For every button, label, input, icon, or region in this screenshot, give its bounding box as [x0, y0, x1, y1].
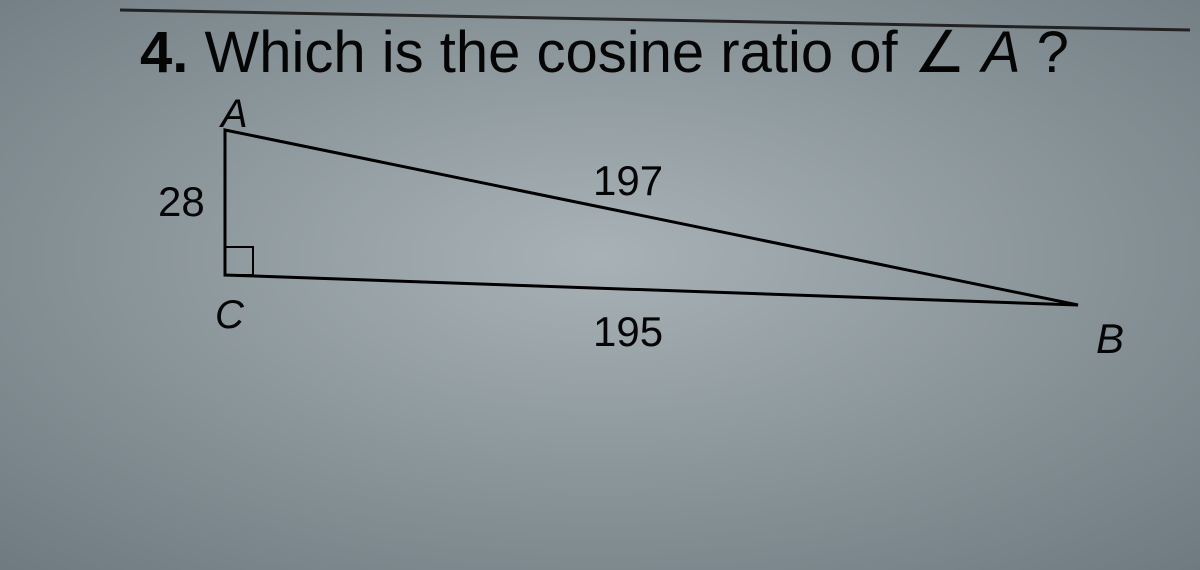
- angle-symbol: ∠: [914, 20, 966, 85]
- question-text: 4. Which is the cosine ratio of ∠ A ?: [140, 18, 1069, 86]
- vertex-label-b: B: [1096, 315, 1124, 363]
- angle-letter: A: [982, 20, 1021, 85]
- side-label-ac: 28: [158, 178, 205, 226]
- side-label-cb: 195: [593, 308, 663, 356]
- vertex-label-a: A: [221, 92, 248, 137]
- question-prefix: Which is the cosine ratio of: [205, 20, 914, 85]
- question-number: 4.: [140, 20, 188, 85]
- diagram-scene: 4. Which is the cosine ratio of ∠ A ? A …: [0, 0, 1200, 570]
- side-label-ab: 197: [593, 157, 663, 205]
- vertex-label-c: C: [215, 293, 244, 338]
- question-suffix: ?: [1037, 20, 1069, 85]
